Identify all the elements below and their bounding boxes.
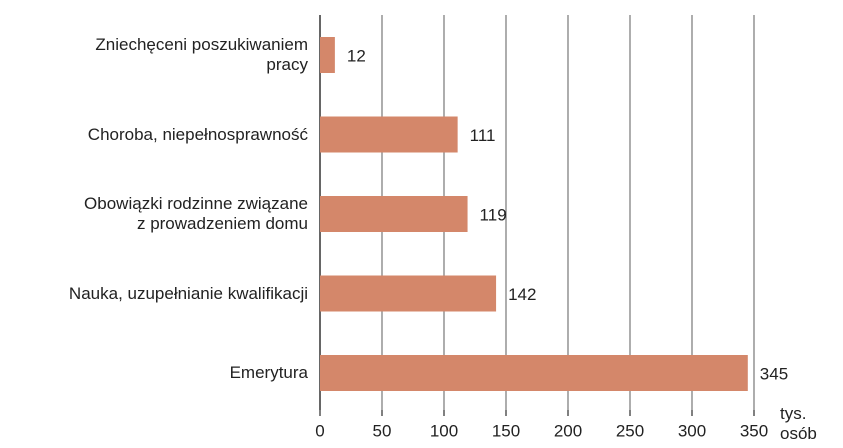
x-tick-label: 300 <box>678 421 706 440</box>
value-label: 12 <box>347 46 366 65</box>
x-tick-label: 200 <box>554 421 582 440</box>
category-label: Zniechęceni poszukiwaniem pracy <box>95 35 308 74</box>
value-label: 111 <box>470 126 496 145</box>
bar <box>320 116 458 153</box>
x-tick-label: 0 <box>315 421 324 440</box>
x-tick-label: 250 <box>616 421 644 440</box>
axis-unit-label: tys. osób <box>780 404 817 443</box>
bar <box>320 37 335 73</box>
category-label: Obowiązki rodzinne związane z prowadzeni… <box>84 194 308 233</box>
bar <box>320 275 497 312</box>
x-tick-label: 100 <box>430 421 458 440</box>
x-tick-label: 50 <box>373 421 392 440</box>
category-label: Nauka, uzupełnianie kwalifikacji <box>68 283 308 303</box>
value-label: 119 <box>480 205 507 224</box>
category-label: Emerytura <box>229 363 308 382</box>
value-label: 345 <box>760 364 788 383</box>
category-label: Choroba, niepełnosprawność <box>87 124 308 144</box>
x-tick-label: 350 <box>740 421 768 440</box>
bar <box>320 196 468 232</box>
x-tick-label: 150 <box>492 421 520 440</box>
value-label: 142 <box>508 285 536 304</box>
bar <box>320 355 748 391</box>
